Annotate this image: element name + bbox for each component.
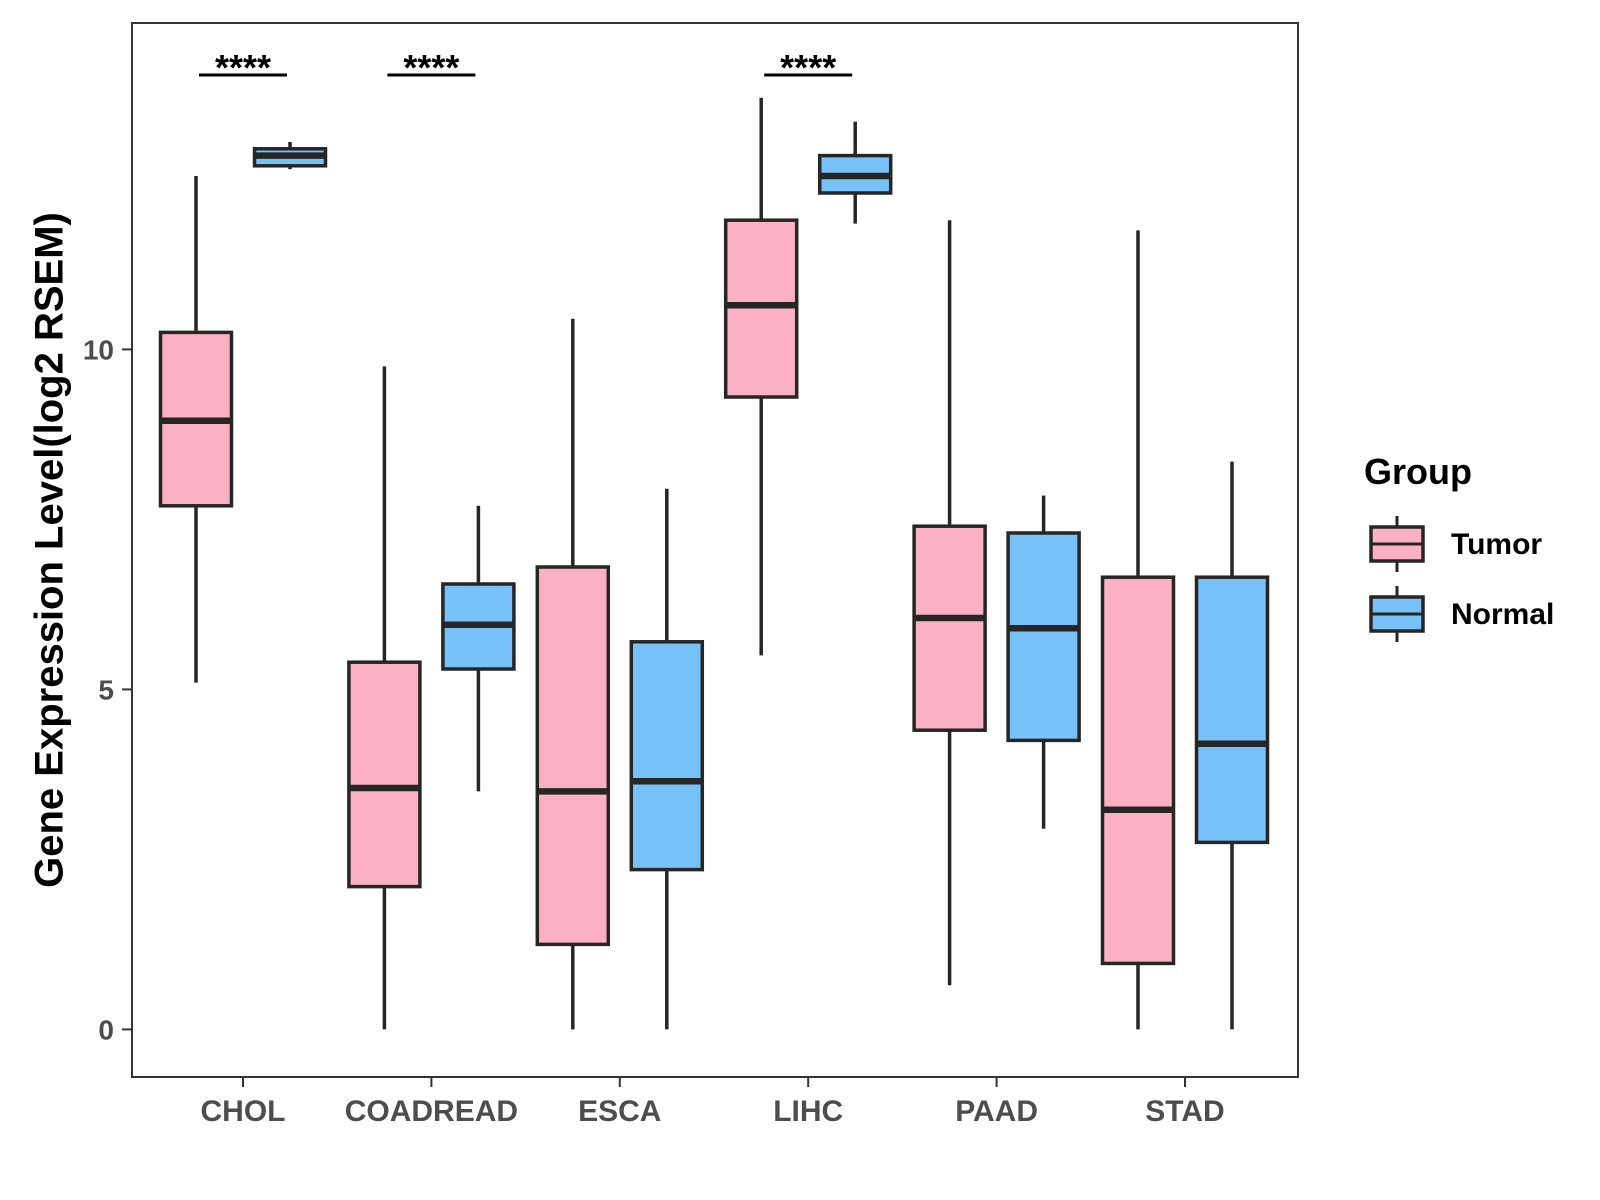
x-tick-label-chol: CHOL: [201, 1095, 286, 1128]
box-iqr: [912, 524, 987, 732]
legend-label-tumor: Tumor: [1451, 528, 1542, 561]
y-tick-label-0: 0: [98, 1014, 114, 1045]
x-tick-label-lihc: LIHC: [773, 1095, 843, 1128]
box-iqr: [1194, 575, 1270, 845]
significance-label: ****: [403, 47, 459, 88]
legend: Group Tumor Normal: [1364, 451, 1554, 642]
box-tumor-stad: [1100, 230, 1176, 1030]
legend-item-normal: Normal: [1369, 586, 1554, 642]
legend-label-normal: Normal: [1451, 598, 1554, 631]
box-normal-lihc: [817, 121, 893, 224]
box-iqr: [629, 640, 705, 872]
panel-border: [131, 22, 1299, 1078]
x-tick-label-paad: PAAD: [955, 1095, 1038, 1128]
box-normal-chol: [252, 142, 328, 170]
legend-item-tumor: Tumor: [1369, 516, 1542, 572]
box-iqr: [535, 565, 611, 947]
box-iqr: [347, 660, 422, 889]
significance-label: ****: [780, 47, 836, 88]
box-tumor-lihc: [723, 97, 799, 656]
x-tick-label-coadread: COADREAD: [345, 1095, 518, 1128]
box-tumor-coadread: [347, 366, 422, 1030]
significance-lihc: ****: [764, 47, 853, 88]
box-iqr: [723, 218, 799, 399]
plot-layer: **** **** ****: [158, 47, 1270, 1030]
box-tumor-chol: [158, 176, 234, 683]
y-axis-title: Gene Expression Level(log2 RSEM): [28, 212, 72, 888]
y-tick-label-5: 5: [98, 674, 114, 705]
box-tumor-paad: [912, 220, 987, 986]
x-tick-label-stad: STAD: [1145, 1095, 1224, 1128]
box-iqr: [1006, 531, 1081, 743]
significance-coadread: ****: [387, 47, 476, 88]
box-normal-esca: [629, 488, 705, 1030]
box-iqr: [1100, 575, 1176, 966]
y-tick-label-10: 10: [83, 334, 114, 365]
box-normal-stad: [1194, 461, 1270, 1030]
box-tumor-esca: [535, 318, 611, 1030]
box-normal-coadread: [441, 505, 516, 792]
legend-title: Group: [1364, 451, 1472, 492]
significance-chol: ****: [199, 47, 287, 88]
axes-layer: CHOL COADREAD ESCA LIHC PAAD STAD 0 5 10: [83, 334, 1225, 1128]
significance-label: ****: [215, 47, 271, 88]
x-tick-label-esca: ESCA: [578, 1095, 661, 1128]
box-normal-paad: [1006, 495, 1081, 829]
